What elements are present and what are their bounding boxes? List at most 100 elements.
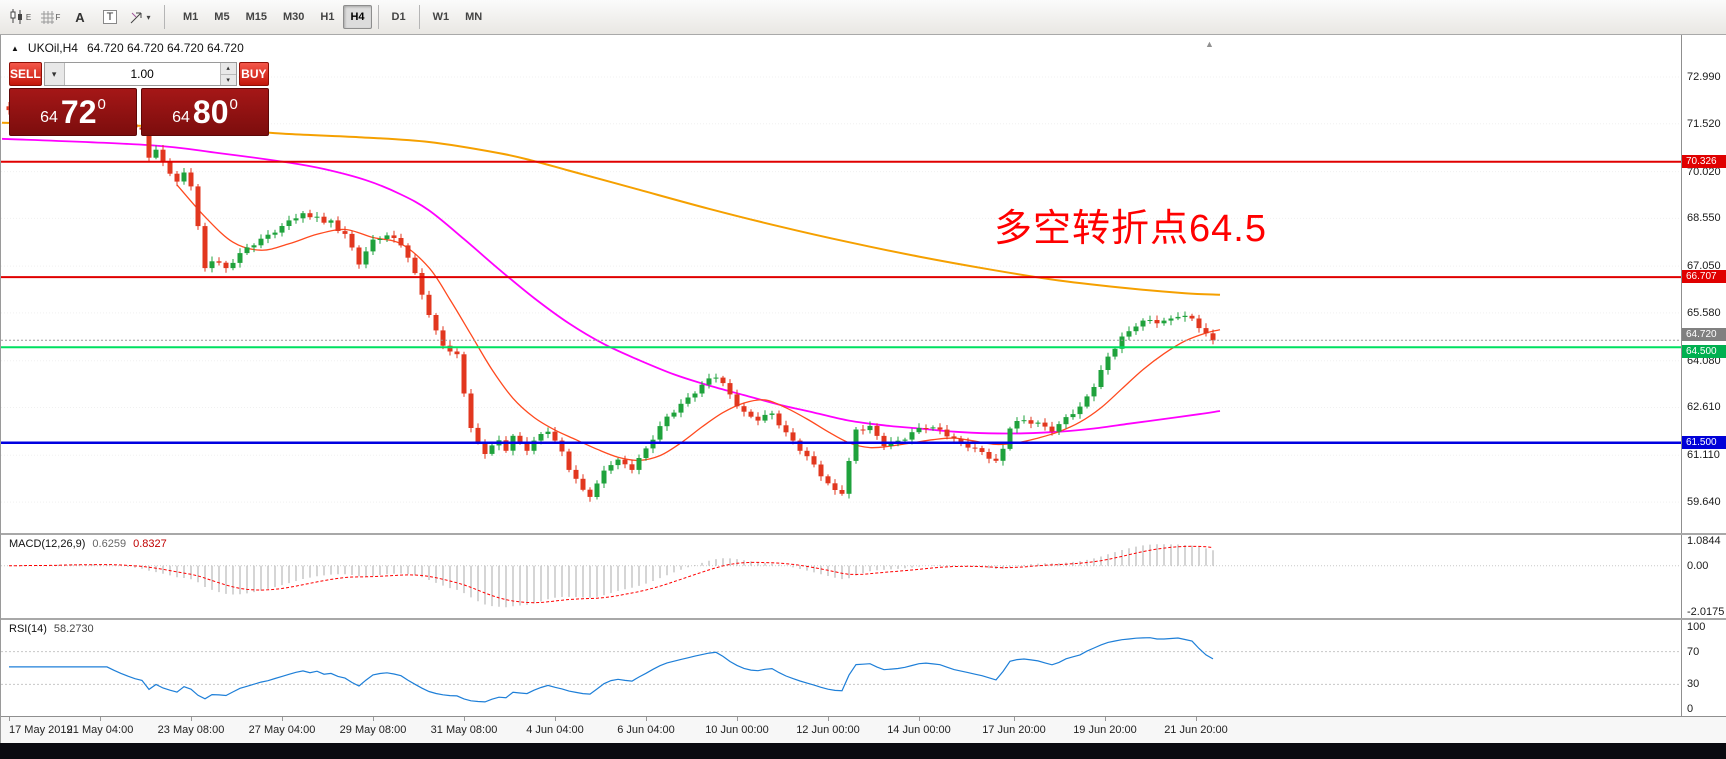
time-axis-label: 14 Jun 00:00	[887, 724, 951, 736]
timeframe-m30[interactable]: M30	[282, 11, 305, 23]
cursor-tools-icon[interactable]: ▾	[126, 4, 154, 30]
price-tick-label: 71.520	[1687, 118, 1721, 130]
chart-annotation-text: 多空转折点64.5	[994, 208, 1267, 250]
time-axis[interactable]: 17 May 2019 21 May 04:00 23 May 08:00 27 Ma…	[1, 716, 1726, 743]
price-tick-label: 67.050	[1687, 260, 1721, 272]
time-axis-label: 21 May 04:00	[66, 724, 134, 736]
time-axis-label: 19 Jun 20:00	[1073, 724, 1137, 736]
price-marker-70.326: 70.326	[1682, 155, 1726, 168]
symbol-header: ▲ UKOil,H4 64.720 64.720 64.720 64.720	[11, 41, 244, 55]
grid-layer	[1, 76, 1681, 503]
timeframe-h4[interactable]: H4	[343, 5, 372, 29]
sell-button[interactable]: SELL	[9, 62, 42, 86]
text-box-tool-icon[interactable]: T	[96, 4, 124, 30]
time-axis-label: 31 May 08:00	[430, 724, 498, 736]
price-tick-label: 65.580	[1687, 307, 1721, 319]
text-label-tool-icon[interactable]: A	[75, 9, 85, 25]
time-axis-label: 4 Jun 04:00	[526, 724, 584, 736]
sell-price-pips: 72	[60, 94, 97, 130]
price-marker-66.707: 66.707	[1682, 270, 1726, 283]
time-tick	[100, 717, 101, 721]
sell-price-point: 0	[97, 96, 106, 113]
price-tick-label: 64.080	[1687, 355, 1721, 367]
timeframe-m15[interactable]: M15	[245, 11, 267, 23]
time-tick	[282, 717, 283, 721]
volume-control: ▾ ▴ ▾	[43, 62, 237, 86]
time-axis-label: 10 Jun 00:00	[705, 724, 769, 736]
time-tick	[919, 717, 920, 721]
sell-price-tile[interactable]: 64 72 0	[9, 88, 137, 136]
time-tick	[737, 717, 738, 721]
buy-price-pips: 80	[192, 94, 229, 130]
macd-tick-label: -2.0175	[1687, 606, 1725, 618]
main-chart-canvas[interactable]	[1, 35, 1681, 533]
price-tick-label: 62.610	[1687, 401, 1721, 413]
time-tick	[1196, 717, 1197, 721]
panel-splitter[interactable]	[1, 533, 1726, 535]
timeframe-w1[interactable]: W1	[432, 11, 450, 23]
rsi-canvas[interactable]	[1, 620, 1681, 716]
candlestick-chart-icon[interactable]: E	[6, 4, 34, 30]
macd-canvas[interactable]	[1, 535, 1681, 618]
macd-axis[interactable]: 1.0844 0.00 -2.0175	[1681, 535, 1726, 618]
timeframe-mn[interactable]: MN	[465, 11, 483, 23]
time-tick	[191, 717, 192, 721]
price-axis[interactable]: 72.990 71.520 70.020 68.550 67.050 65.580 64.0…	[1681, 35, 1726, 533]
time-axis-label: 21 Jun 20:00	[1164, 724, 1228, 736]
price-marker-64.500: 64.500	[1682, 345, 1726, 358]
macd-header: MACD(12,26,9) 0.6259 0.8327	[9, 538, 167, 550]
symbol-ohlc: 64.720 64.720 64.720 64.720	[86, 41, 244, 55]
price-marker-64.720: 64.720	[1682, 328, 1726, 341]
buy-price-point: 0	[229, 96, 238, 113]
macd-tick-label: 1.0844	[1687, 535, 1721, 547]
grid-tool-icon[interactable]: F	[36, 4, 64, 30]
timeframe-m5[interactable]: M5	[214, 11, 230, 23]
time-tick	[1014, 717, 1015, 721]
buy-price-tile[interactable]: 64 80 0	[141, 88, 269, 136]
price-tick-label: 72.990	[1687, 71, 1721, 83]
time-tick	[646, 717, 647, 721]
volume-input[interactable]	[64, 63, 220, 85]
macd-signal-line	[9, 545, 1214, 604]
timeframe-h1[interactable]: H1	[320, 11, 335, 23]
rsi-tick-label: 30	[1687, 678, 1700, 690]
toolbar-separator	[377, 5, 379, 29]
rsi-header: RSI(14) 58.2730	[9, 623, 94, 635]
time-tick	[1105, 717, 1106, 721]
macd-tick-label: 0.00	[1687, 560, 1709, 572]
price-tick-label: 61.110	[1687, 449, 1720, 461]
volume-decrement-button[interactable]: ▾	[220, 74, 236, 85]
timeframe-m1[interactable]: M1	[183, 11, 199, 23]
time-tick	[555, 717, 556, 721]
volume-dropdown-button[interactable]: ▾	[44, 63, 65, 85]
time-axis-label: 27 May 04:00	[248, 724, 316, 736]
time-tick	[464, 717, 465, 721]
price-marker-61.500: 61.500	[1682, 436, 1726, 449]
volume-increment-button[interactable]: ▴	[220, 63, 236, 75]
taskbar-strip	[0, 743, 1726, 759]
main-chart-panel: 72.990 71.520 70.020 68.550 67.050 65.580 64.0…	[1, 35, 1726, 533]
time-axis-label: 6 Jun 04:00	[617, 724, 675, 736]
macd-main-value: 0.6259	[92, 538, 127, 550]
symbol-collapse-icon[interactable]: ▲	[11, 43, 19, 53]
rsi-tick-label: 100	[1687, 621, 1706, 633]
time-tick	[9, 717, 10, 721]
panel-splitter[interactable]	[1, 618, 1726, 620]
timeframe-d1[interactable]: D1	[391, 11, 406, 23]
rsi-tick-label: 0	[1687, 703, 1694, 715]
buy-price-major: 64	[172, 109, 190, 126]
macd-signal-value: 0.8327	[133, 538, 167, 550]
time-axis-label: 23 May 08:00	[157, 724, 225, 736]
time-tick	[828, 717, 829, 721]
price-tick-label: 68.550	[1687, 212, 1721, 224]
buy-button[interactable]: BUY	[238, 62, 269, 86]
rsi-axis[interactable]: 100 70 30 0	[1681, 620, 1726, 716]
sell-price-major: 64	[40, 109, 58, 126]
chart-window: 72.990 71.520 70.020 68.550 67.050 65.580 64.0…	[0, 35, 1726, 743]
rsi-title: RSI(14)	[9, 623, 47, 635]
chart-shift-marker-icon[interactable]: ▲	[1205, 39, 1214, 49]
volume-stepper: ▴ ▾	[219, 63, 236, 85]
toolbar: E F A T ▾ M1 M5 M15 M30 H1 H4 D1 W1 MN	[0, 0, 1726, 35]
